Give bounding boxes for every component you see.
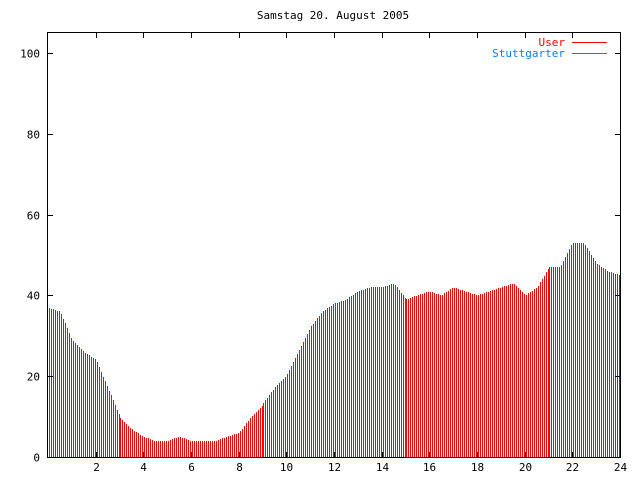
bars-group [49,243,620,457]
plot-frame [47,32,621,458]
y-tick-label: 100 [20,48,40,61]
x-tick-label: 6 [188,461,195,474]
y-tick-label: 60 [27,210,40,223]
x-tick-label: 18 [471,461,484,474]
x-tick-label: 14 [376,461,390,474]
legend-label-user: User [539,36,566,49]
x-tick-label: 16 [423,461,436,474]
y-tick-label: 80 [27,129,40,142]
x-tick-label: 2 [93,461,100,474]
y-tick-label: 40 [27,290,40,303]
chart-title: Samstag 20. August 2005 [257,9,409,22]
x-tick-label: 12 [328,461,341,474]
legend-label-stuttgarter: Stuttgarter [492,47,565,60]
legend: User Stuttgarter [492,36,607,60]
x-tick-label: 24 [614,461,628,474]
x-tick-label: 4 [140,461,147,474]
x-tick-label: 20 [519,461,532,474]
x-tick-label: 8 [236,461,243,474]
x-tick-label: 10 [280,461,293,474]
x-tick-label: 22 [566,461,579,474]
y-tick-label: 20 [27,371,40,384]
y-tick-label: 0 [33,452,40,465]
